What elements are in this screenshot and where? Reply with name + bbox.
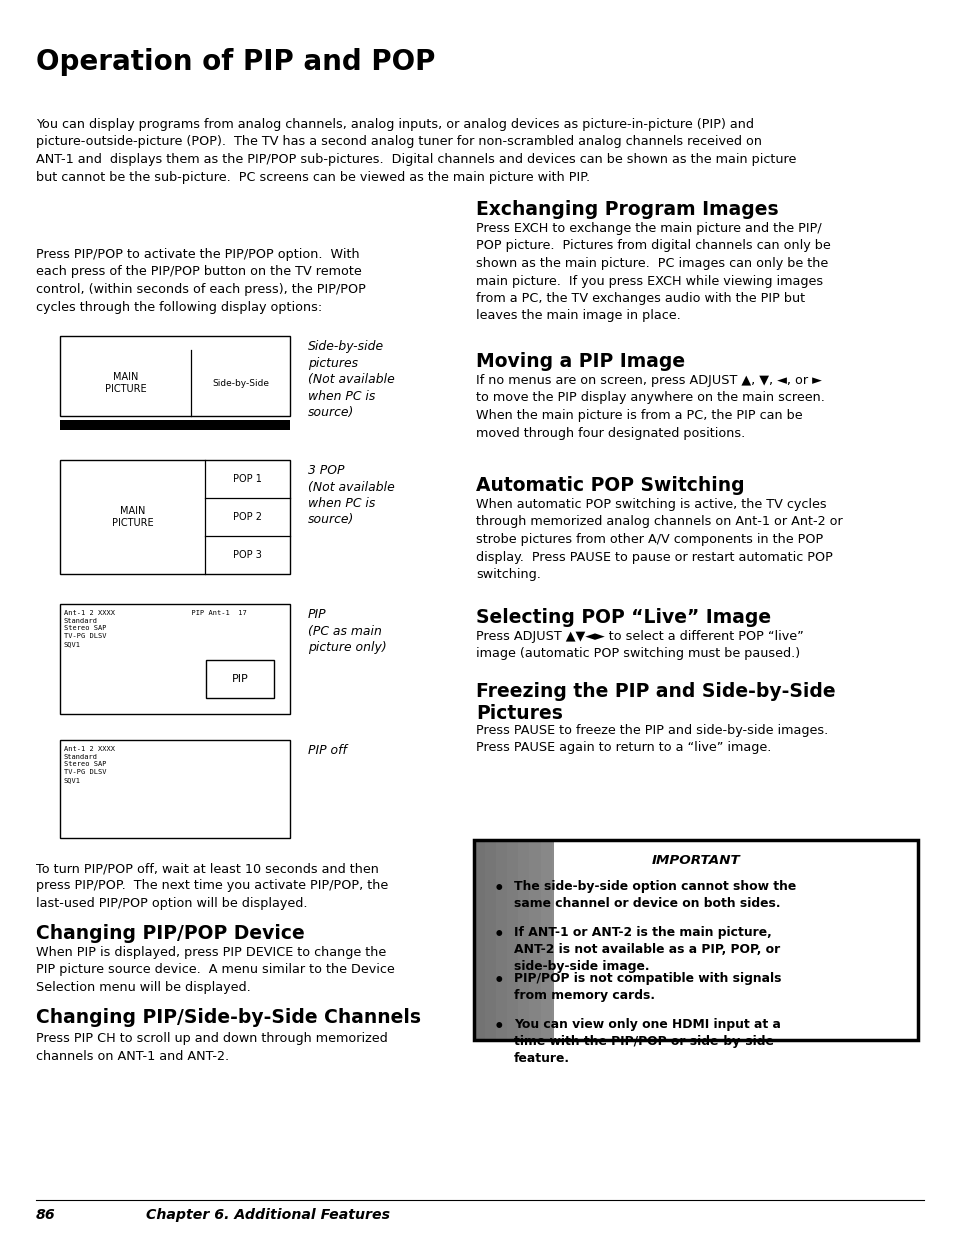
Bar <box>696 840 707 1040</box>
Bar <box>740 840 751 1040</box>
Text: Press PAUSE to freeze the PIP and side-by-side images.
Press PAUSE again to retu: Press PAUSE to freeze the PIP and side-b… <box>476 724 827 755</box>
Text: To turn PIP/POP off, wait at least 10 seconds and then
press PIP/POP.  The next : To turn PIP/POP off, wait at least 10 se… <box>36 862 388 910</box>
Bar <box>828 840 840 1040</box>
Bar <box>862 840 873 1040</box>
Text: IMPORTANT: IMPORTANT <box>651 853 740 867</box>
Text: •: • <box>494 926 504 944</box>
Text: •: • <box>494 881 504 898</box>
Text: PIP
(PC as main
picture only): PIP (PC as main picture only) <box>308 608 386 655</box>
Text: PIP off: PIP off <box>308 743 347 757</box>
Text: POP 1: POP 1 <box>233 474 262 484</box>
Text: Press PIP CH to scroll up and down through memorized
channels on ANT-1 and ANT-2: Press PIP CH to scroll up and down throu… <box>36 1032 387 1062</box>
Bar <box>761 840 774 1040</box>
Bar <box>60 459 290 574</box>
Text: PIP/POP is not compatible with signals
from memory cards.: PIP/POP is not compatible with signals f… <box>514 972 781 1002</box>
Bar <box>60 420 290 430</box>
Text: Press EXCH to exchange the main picture and the PIP/
POP picture.  Pictures from: Press EXCH to exchange the main picture … <box>476 222 830 322</box>
Bar <box>906 840 918 1040</box>
Text: •: • <box>494 1018 504 1036</box>
Bar <box>706 840 718 1040</box>
Bar <box>873 840 884 1040</box>
Bar <box>484 840 497 1040</box>
Bar <box>584 840 596 1040</box>
Bar <box>629 840 640 1040</box>
Bar <box>596 840 607 1040</box>
Text: Moving a PIP Image: Moving a PIP Image <box>476 352 684 370</box>
Bar <box>684 840 696 1040</box>
Text: 3 POP
(Not available
when PC is
source): 3 POP (Not available when PC is source) <box>308 464 395 526</box>
Text: If no menus are on screen, press ADJUST ▲, ▼, ◄, or ►
to move the PIP display an: If no menus are on screen, press ADJUST … <box>476 374 824 440</box>
Bar <box>850 840 862 1040</box>
Bar <box>895 840 906 1040</box>
Bar <box>529 840 540 1040</box>
Bar <box>795 840 806 1040</box>
Text: Side-by-Side: Side-by-Side <box>212 378 269 388</box>
Text: MAIN
PICTURE: MAIN PICTURE <box>105 372 146 394</box>
Bar <box>728 840 740 1040</box>
Text: 86: 86 <box>36 1208 55 1221</box>
Text: You can display programs from analog channels, analog inputs, or analog devices : You can display programs from analog cha… <box>36 119 796 184</box>
Text: Press PIP/POP to activate the PIP/POP option.  With
each press of the PIP/POP bu: Press PIP/POP to activate the PIP/POP op… <box>36 248 366 314</box>
Bar <box>474 840 917 1040</box>
Bar <box>60 740 290 839</box>
Text: Selecting POP “Live” Image: Selecting POP “Live” Image <box>476 608 770 627</box>
Bar <box>618 840 629 1040</box>
Text: When PIP is displayed, press PIP DEVICE to change the
PIP picture source device.: When PIP is displayed, press PIP DEVICE … <box>36 946 395 994</box>
Text: MAIN
PICTURE: MAIN PICTURE <box>112 506 153 527</box>
Text: You can view only one HDMI input at a
time with the PIP/POP or side-by-side
feat: You can view only one HDMI input at a ti… <box>514 1018 781 1065</box>
Bar <box>751 840 762 1040</box>
Text: Ant-1 2 XXXX
Standard
Stereo SAP
TV-PG DLSV
SQV1: Ant-1 2 XXXX Standard Stereo SAP TV-PG D… <box>64 746 115 783</box>
Bar <box>574 840 585 1040</box>
Text: Press ADJUST ▲▼◄► to select a different POP “live”
image (automatic POP switchin: Press ADJUST ▲▼◄► to select a different … <box>476 630 803 661</box>
Bar <box>517 840 530 1040</box>
Bar <box>673 840 684 1040</box>
Bar <box>60 336 290 416</box>
Text: Freezing the PIP and Side-by-Side
Pictures: Freezing the PIP and Side-by-Side Pictur… <box>476 682 835 722</box>
Bar <box>60 336 290 350</box>
Text: Ant-1 2 XXXX                  PIP Ant-1  17
Standard
Stereo SAP
TV-PG DLSV
SQV1: Ant-1 2 XXXX PIP Ant-1 17 Standard Stere… <box>64 610 247 647</box>
Text: POP 2: POP 2 <box>233 513 262 522</box>
Text: Changing PIP/POP Device: Changing PIP/POP Device <box>36 924 304 944</box>
Text: When automatic POP switching is active, the TV cycles
through memorized analog c: When automatic POP switching is active, … <box>476 498 841 580</box>
Bar <box>818 840 829 1040</box>
Bar <box>496 840 507 1040</box>
Text: If ANT-1 or ANT-2 is the main picture,
ANT-2 is not available as a PIP, POP, or
: If ANT-1 or ANT-2 is the main picture, A… <box>514 926 780 973</box>
Bar <box>507 840 518 1040</box>
Bar <box>718 840 729 1040</box>
Text: Chapter 6. Additional Features: Chapter 6. Additional Features <box>146 1208 390 1221</box>
Bar <box>784 840 796 1040</box>
Bar <box>474 840 485 1040</box>
Bar <box>840 840 851 1040</box>
Bar <box>551 840 562 1040</box>
Text: The side-by-side option cannot show the
same channel or device on both sides.: The side-by-side option cannot show the … <box>514 881 796 910</box>
Bar <box>60 604 290 714</box>
Bar <box>606 840 618 1040</box>
Text: PIP: PIP <box>232 674 248 684</box>
Text: Side-by-side
pictures
(Not available
when PC is
source): Side-by-side pictures (Not available whe… <box>308 340 395 419</box>
Text: Exchanging Program Images: Exchanging Program Images <box>476 200 778 219</box>
Bar <box>206 659 274 698</box>
Text: Operation of PIP and POP: Operation of PIP and POP <box>36 48 435 77</box>
Bar <box>562 840 574 1040</box>
Bar <box>554 840 917 1040</box>
Bar <box>651 840 662 1040</box>
Text: Automatic POP Switching: Automatic POP Switching <box>476 475 744 495</box>
Bar <box>662 840 674 1040</box>
Text: •: • <box>494 972 504 990</box>
Bar <box>540 840 552 1040</box>
Text: POP 3: POP 3 <box>233 550 262 559</box>
Bar <box>639 840 652 1040</box>
Bar <box>773 840 784 1040</box>
Bar <box>883 840 896 1040</box>
Text: Changing PIP/Side-by-Side Channels: Changing PIP/Side-by-Side Channels <box>36 1008 420 1028</box>
Bar <box>806 840 818 1040</box>
